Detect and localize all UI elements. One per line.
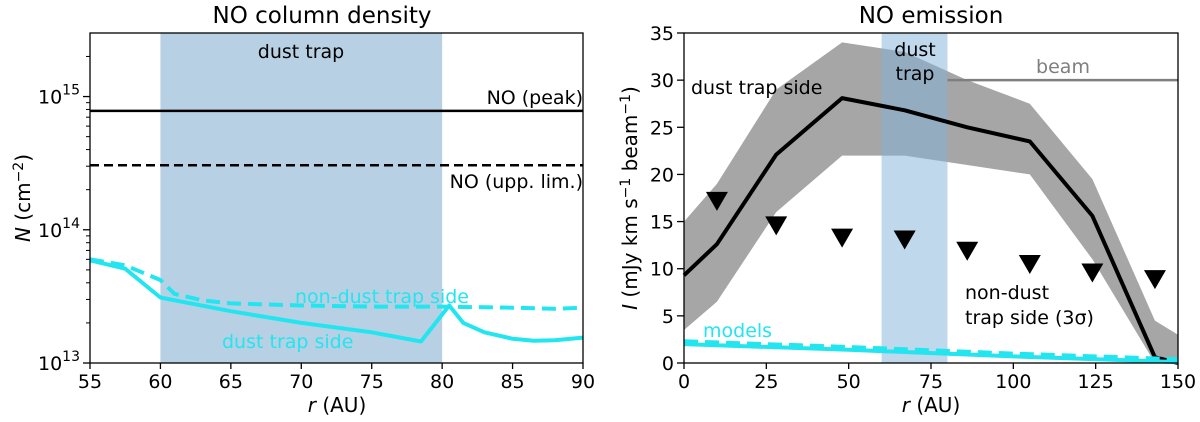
y-tick-label: 1015 bbox=[38, 83, 80, 109]
x-tick-label: 85 bbox=[500, 371, 524, 393]
non-dust-trap-side-label: non-dust trap side bbox=[295, 286, 469, 308]
model-dashed-line bbox=[683, 339, 1179, 362]
y-tick-label: 20 bbox=[650, 164, 674, 186]
upper-limit-marker bbox=[893, 230, 916, 250]
upper-limit-marker bbox=[765, 216, 788, 236]
left-x-axis-label: r (AU) bbox=[308, 393, 367, 417]
non-dust-label-line2: trap side (3σ) bbox=[965, 307, 1094, 329]
x-tick-label: 50 bbox=[837, 371, 861, 393]
left-panel-title: NO column density bbox=[213, 3, 432, 29]
y-tick-label: 35 bbox=[650, 23, 674, 45]
x-tick-label: 55 bbox=[78, 371, 102, 393]
x-tick-label: 0 bbox=[678, 371, 690, 393]
x-tick-label: 80 bbox=[430, 371, 454, 393]
dust-trap-band bbox=[881, 33, 948, 363]
upper-limit-marker bbox=[1018, 255, 1041, 274]
upper-limit-marker bbox=[956, 241, 979, 261]
dust-trap-side-curve-label: dust trap side bbox=[691, 77, 822, 99]
x-tick-label: 25 bbox=[754, 371, 778, 393]
dust-trap-side-curve bbox=[682, 96, 1179, 365]
right-y-axis-label: I (mJy km s−1 beam−1) bbox=[618, 86, 642, 310]
beam-label: beam bbox=[1036, 56, 1090, 78]
models-label: models bbox=[703, 320, 772, 342]
upper-limit-marker bbox=[1081, 263, 1104, 283]
upper-limit-marker bbox=[705, 191, 728, 211]
y-tick-label: 10 bbox=[650, 259, 674, 281]
column-density-panel: NO column density dust trap NO (peak) NO… bbox=[11, 3, 595, 417]
right-panel-title: NO emission bbox=[859, 3, 1004, 29]
y-tick-label: 0 bbox=[662, 353, 674, 375]
x-tick-label: 90 bbox=[571, 371, 595, 393]
no-upper-limit-label: NO (upp. lim.) bbox=[450, 171, 583, 193]
x-tick-label: 75 bbox=[360, 371, 384, 393]
model-solid-line bbox=[683, 342, 1179, 365]
x-tick-label: 100 bbox=[995, 371, 1031, 393]
y-tick-label: 25 bbox=[650, 117, 674, 139]
x-tick-label: 65 bbox=[219, 371, 243, 393]
dust-trap-label-line1: dust bbox=[894, 39, 935, 61]
left-y-axis-label: N (cm−2) bbox=[11, 154, 35, 242]
dust-trap-band bbox=[160, 33, 443, 363]
x-tick-label: 60 bbox=[148, 371, 172, 393]
upper-limit-marker bbox=[831, 228, 854, 248]
dust-trap-label-line2: trap bbox=[896, 63, 935, 85]
y-tick-label: 1014 bbox=[38, 216, 80, 242]
y-tick-label: 5 bbox=[662, 306, 674, 328]
x-tick-label: 70 bbox=[289, 371, 313, 393]
y-tick-label: 30 bbox=[650, 70, 674, 92]
no-peak-label: NO (peak) bbox=[487, 87, 583, 109]
dust-trap-side-model-line bbox=[89, 258, 584, 344]
left-plot-frame bbox=[89, 32, 584, 364]
uncertainty-ribbon bbox=[684, 42, 1178, 364]
upper-limit-marker bbox=[1143, 270, 1166, 290]
dust-trap-band-label: dust trap bbox=[258, 41, 344, 63]
non-dust-label-line1: non-dust bbox=[965, 282, 1049, 304]
x-tick-label: 125 bbox=[1078, 371, 1114, 393]
y-tick-label: 1013 bbox=[38, 349, 80, 375]
emission-panel: NO emission dust trap beam dust trap sid… bbox=[618, 3, 1196, 417]
x-tick-label: 150 bbox=[1160, 371, 1196, 393]
y-tick-label: 15 bbox=[650, 212, 674, 234]
right-x-axis-label: r (AU) bbox=[902, 393, 961, 417]
dust-trap-side-label: dust trap side bbox=[222, 331, 353, 353]
non-dust-trap-side-model-line bbox=[89, 257, 584, 311]
x-tick-label: 75 bbox=[919, 371, 943, 393]
